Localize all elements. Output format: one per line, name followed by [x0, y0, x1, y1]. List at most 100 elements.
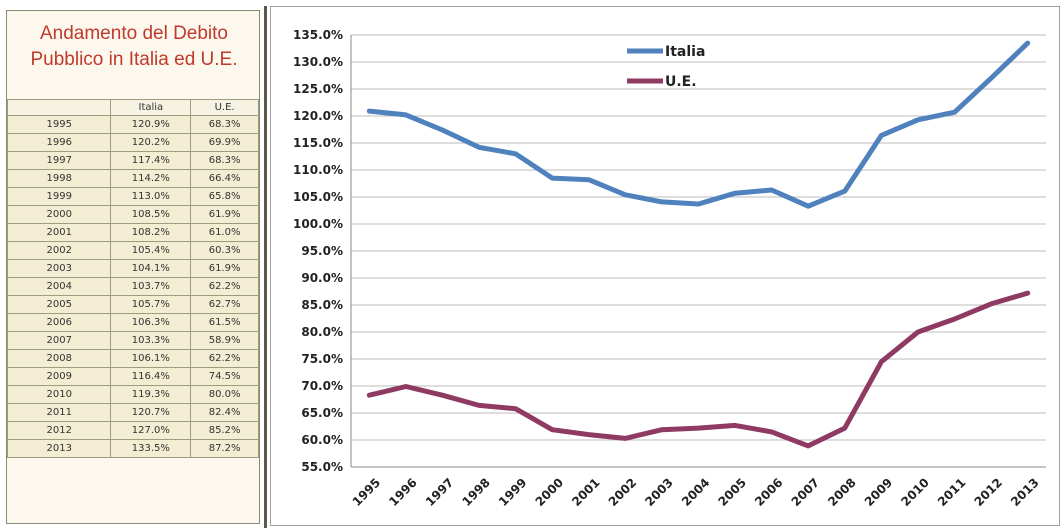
y-tick-label: 80.0% — [301, 325, 343, 339]
data-point — [587, 178, 590, 181]
data-point — [770, 189, 773, 191]
cell-ue: 61.5% — [190, 313, 259, 332]
x-tick-label: 2001 — [569, 475, 603, 509]
data-point — [441, 129, 444, 131]
table-row: 2013 133.5% 87.2% — [6, 439, 259, 458]
data-point — [953, 111, 956, 114]
x-tick-label: 2010 — [898, 475, 932, 509]
cell-year: 2009 — [6, 367, 112, 386]
x-tick-label: 2007 — [789, 475, 823, 509]
table-row: 2010 119.3% 80.0% — [6, 385, 259, 404]
data-point — [514, 407, 517, 410]
data-point — [405, 114, 407, 116]
y-tick-label: 100.0% — [293, 217, 343, 231]
cell-ue: 68.3% — [190, 151, 259, 170]
cell-italia: 114.2% — [110, 169, 192, 188]
cell-italia: 108.5% — [110, 205, 192, 224]
cell-ue: 61.9% — [190, 259, 259, 278]
header-ue: U.E. — [190, 99, 259, 116]
data-point — [514, 153, 517, 155]
cell-ue: 62.2% — [190, 349, 259, 368]
legend-label: U.E. — [665, 74, 697, 90]
cell-ue: 68.3% — [190, 115, 259, 134]
y-tick-label: 75.0% — [301, 352, 343, 366]
cell-year: 2004 — [6, 277, 112, 296]
cell-year: 2007 — [6, 331, 112, 350]
table-row: 2000 108.5% 61.9% — [6, 205, 259, 224]
data-point — [770, 431, 773, 433]
data-point — [405, 385, 407, 388]
table-header-row: Italia U.E. — [6, 99, 259, 116]
y-tick-label: 125.0% — [293, 82, 343, 96]
cell-ue: 87.2% — [190, 439, 259, 458]
data-point — [807, 205, 810, 207]
table-row: 2006 106.3% 61.5% — [6, 313, 259, 332]
cell-year: 2008 — [6, 349, 112, 368]
cell-italia: 127.0% — [110, 421, 192, 440]
cell-italia: 120.7% — [110, 403, 192, 422]
cell-ue: 62.7% — [190, 295, 259, 314]
panel-title-line-1: Andamento del Debito — [39, 23, 228, 44]
table-row: 2007 103.3% 58.9% — [6, 331, 259, 350]
panel-title: Andamento del Debito Pubblico in Italia … — [7, 21, 261, 73]
y-tick-label: 105.0% — [293, 190, 343, 204]
header-year — [6, 99, 112, 116]
table-row: 1998 114.2% 66.4% — [6, 169, 259, 188]
x-tick-label: 2011 — [935, 475, 969, 509]
cell-year: 2012 — [6, 421, 112, 440]
cell-italia: 105.4% — [110, 241, 192, 260]
cell-year: 2010 — [6, 385, 112, 404]
data-point — [917, 118, 919, 121]
cell-year: 1995 — [6, 115, 112, 134]
chart-area: 55.0% 60.0% 65.0% 70.0% 75.0% 80.0% 85.0% 90.0%… — [270, 6, 1060, 526]
x-tick-label: 2006 — [752, 475, 786, 509]
data-point — [587, 433, 590, 436]
cell-italia: 120.2% — [110, 133, 192, 152]
line-chart: 55.0% 60.0% 65.0% 70.0% 75.0% 80.0% 85.0% 90.0%… — [293, 28, 1046, 509]
data-point — [661, 428, 663, 431]
table-row: 1997 117.4% 68.3% — [6, 151, 259, 170]
data-point — [697, 203, 700, 205]
cell-year: 2003 — [6, 259, 112, 278]
data-point — [807, 445, 810, 447]
cell-year: 1998 — [6, 169, 112, 188]
table-row: 2005 105.7% 62.7% — [6, 295, 259, 314]
data-point — [368, 394, 371, 396]
x-tick-label: 1997 — [423, 475, 457, 509]
y-tick-label: 85.0% — [301, 298, 343, 312]
panel-title-line-2: Pubblico in Italia ed U.E. — [30, 49, 238, 70]
data-point — [844, 190, 846, 192]
data-point — [661, 201, 663, 203]
table-row: 2004 103.7% 62.2% — [6, 277, 259, 296]
y-tick-label: 110.0% — [293, 163, 343, 177]
y-tick-label: 90.0% — [301, 271, 343, 285]
table-row: 2008 106.1% 62.2% — [6, 349, 259, 368]
series-line — [366, 40, 1031, 209]
cell-ue: 62.2% — [190, 277, 259, 296]
cell-italia: 120.9% — [110, 115, 192, 134]
data-panel: Andamento del Debito Pubblico in Italia … — [6, 10, 260, 524]
panel-divider — [264, 6, 267, 528]
cell-ue: 69.9% — [190, 133, 259, 152]
cell-italia: 117.4% — [110, 151, 192, 170]
x-tick-label: 1998 — [459, 475, 493, 509]
cell-year: 2002 — [6, 241, 112, 260]
data-point — [917, 331, 919, 333]
data-point — [880, 360, 883, 363]
table-row: 2009 116.4% 74.5% — [6, 367, 259, 386]
x-tick-label: 2005 — [715, 475, 749, 509]
cell-year: 1996 — [6, 133, 112, 152]
y-tick-label: 135.0% — [293, 28, 343, 42]
cell-italia: 105.7% — [110, 295, 192, 314]
cell-italia: 119.3% — [110, 385, 192, 404]
data-point — [990, 77, 992, 79]
cell-ue: 66.4% — [190, 169, 259, 188]
cell-year: 2011 — [6, 403, 112, 422]
table-row: 2002 105.4% 60.3% — [6, 241, 259, 260]
cell-italia: 103.7% — [110, 277, 192, 296]
table-row: 1996 120.2% 69.9% — [6, 133, 259, 152]
y-tick-label: 130.0% — [293, 55, 343, 69]
cell-italia: 104.1% — [110, 259, 192, 278]
cell-italia: 106.1% — [110, 349, 192, 368]
data-point — [734, 192, 736, 195]
